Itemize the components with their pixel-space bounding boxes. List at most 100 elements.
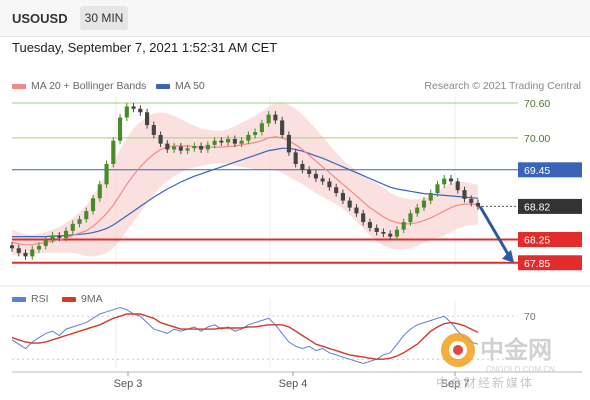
candle-body — [70, 223, 75, 231]
level-tag-70-60 — [518, 95, 582, 111]
level-label-68-82: 68.82 — [524, 201, 550, 213]
candle-body — [117, 117, 123, 141]
watermark-tagline: 中金财经新媒体 — [436, 375, 534, 390]
candle-body — [145, 112, 150, 126]
candle-body — [394, 229, 400, 237]
candle-body — [334, 187, 339, 194]
legend-ma50-label: MA 50 — [175, 80, 205, 92]
candle-body — [158, 134, 163, 144]
legend-rsi-ma: 9MA — [62, 293, 103, 305]
candle-body — [347, 200, 352, 208]
chart-timestamp: Tuesday, September 7, 2021 1:52:31 AM CE… — [12, 40, 278, 55]
x-tick-label-1: Sep 4 — [279, 378, 308, 390]
ma20-line — [11, 136, 479, 246]
legend-ma20: MA 20 + Bollinger Bands — [12, 80, 146, 92]
candle-body — [475, 202, 481, 207]
candle-body — [131, 106, 136, 109]
candle-body — [307, 169, 312, 174]
level-label-70-60: 70.60 — [524, 98, 550, 110]
candle-body — [151, 125, 156, 135]
level-tag-70-00 — [518, 130, 582, 146]
forecast-arrow-head — [502, 249, 514, 263]
candle-body — [313, 173, 318, 179]
candle-body — [9, 245, 15, 249]
candle-body — [401, 222, 406, 230]
candle-body — [455, 181, 460, 191]
candle-body — [367, 222, 373, 228]
level-tag-67-85 — [518, 255, 582, 271]
candle-body — [327, 181, 332, 188]
x-tick-label-0: Sep 3 — [114, 378, 143, 390]
candle-body — [63, 230, 69, 238]
candle-body — [381, 231, 386, 234]
candle-body — [77, 219, 82, 224]
legend-rsi: RSI — [12, 293, 49, 305]
candle-body — [320, 178, 325, 182]
candle-body — [84, 211, 89, 220]
candle-body — [192, 145, 197, 149]
candle-body — [239, 140, 244, 144]
candle-body — [138, 108, 143, 113]
level-label-70-00: 70.00 — [524, 133, 550, 145]
candle-body — [340, 193, 345, 201]
level-tag-68-82 — [518, 198, 582, 214]
candle-body — [219, 140, 224, 143]
candle-body — [124, 106, 129, 118]
candle-body — [232, 139, 237, 144]
candle-body — [253, 132, 258, 135]
candle-body — [172, 146, 177, 150]
ma20-swatch — [12, 83, 26, 89]
candle-body — [374, 227, 379, 232]
watermark-logo-dot — [453, 345, 463, 355]
x-tick-label-2: Sep 7 — [441, 378, 470, 390]
candle-body — [293, 152, 298, 164]
candle-body — [273, 114, 278, 121]
level-label-67-85: 67.85 — [524, 258, 550, 270]
forecast-arrow-shaft — [478, 205, 511, 257]
candle-body — [185, 148, 190, 151]
research-credit: Research © 2021 Trading Central — [424, 80, 581, 92]
candle-body — [388, 233, 393, 237]
candle-body — [50, 235, 55, 240]
candle-body — [408, 213, 413, 223]
level-label-68-25: 68.25 — [524, 235, 550, 247]
level-label-69-45: 69.45 — [524, 165, 550, 177]
candle-body — [462, 190, 467, 199]
candle-body — [266, 114, 271, 124]
rsi-swatch — [12, 296, 26, 302]
candle-body — [361, 213, 366, 223]
level-tag-69-45 — [518, 162, 582, 178]
candle-body — [259, 123, 264, 133]
candle-body — [90, 198, 96, 212]
candle-body — [57, 235, 62, 238]
candle-body — [178, 146, 183, 151]
symbol-title: USOUSD — [12, 11, 68, 26]
candle-body — [428, 193, 433, 201]
candle-body — [226, 139, 231, 143]
candle-body — [212, 140, 217, 145]
candle-body — [36, 245, 42, 250]
timeframe-button[interactable]: 30 MIN — [80, 6, 128, 30]
legend-ma50: MA 50 — [156, 80, 205, 92]
candle-body — [280, 120, 285, 135]
candle-body — [30, 249, 35, 257]
top-bar: USOUSD 30 MIN — [0, 0, 590, 37]
candle-body — [23, 252, 28, 257]
rsi-level-label: 70 — [524, 311, 536, 323]
candle-body — [300, 163, 305, 170]
candle-body — [421, 200, 427, 208]
ma50-line — [12, 147, 479, 238]
candle-body — [448, 178, 454, 182]
candle-body — [43, 239, 48, 246]
level-tag-68-25 — [518, 232, 582, 248]
watermark-url: CNGOLD.COM.CN — [486, 365, 555, 374]
legend-ma20-label: MA 20 + Bollinger Bands — [31, 80, 147, 92]
legend-rsi-ma-label: 9MA — [81, 293, 103, 305]
candle-body — [435, 184, 440, 194]
candle-body — [16, 248, 21, 253]
legend-rsi-label: RSI — [31, 293, 49, 305]
watermark-logo-text: 中金网 — [480, 336, 552, 364]
candle-body — [199, 145, 204, 150]
